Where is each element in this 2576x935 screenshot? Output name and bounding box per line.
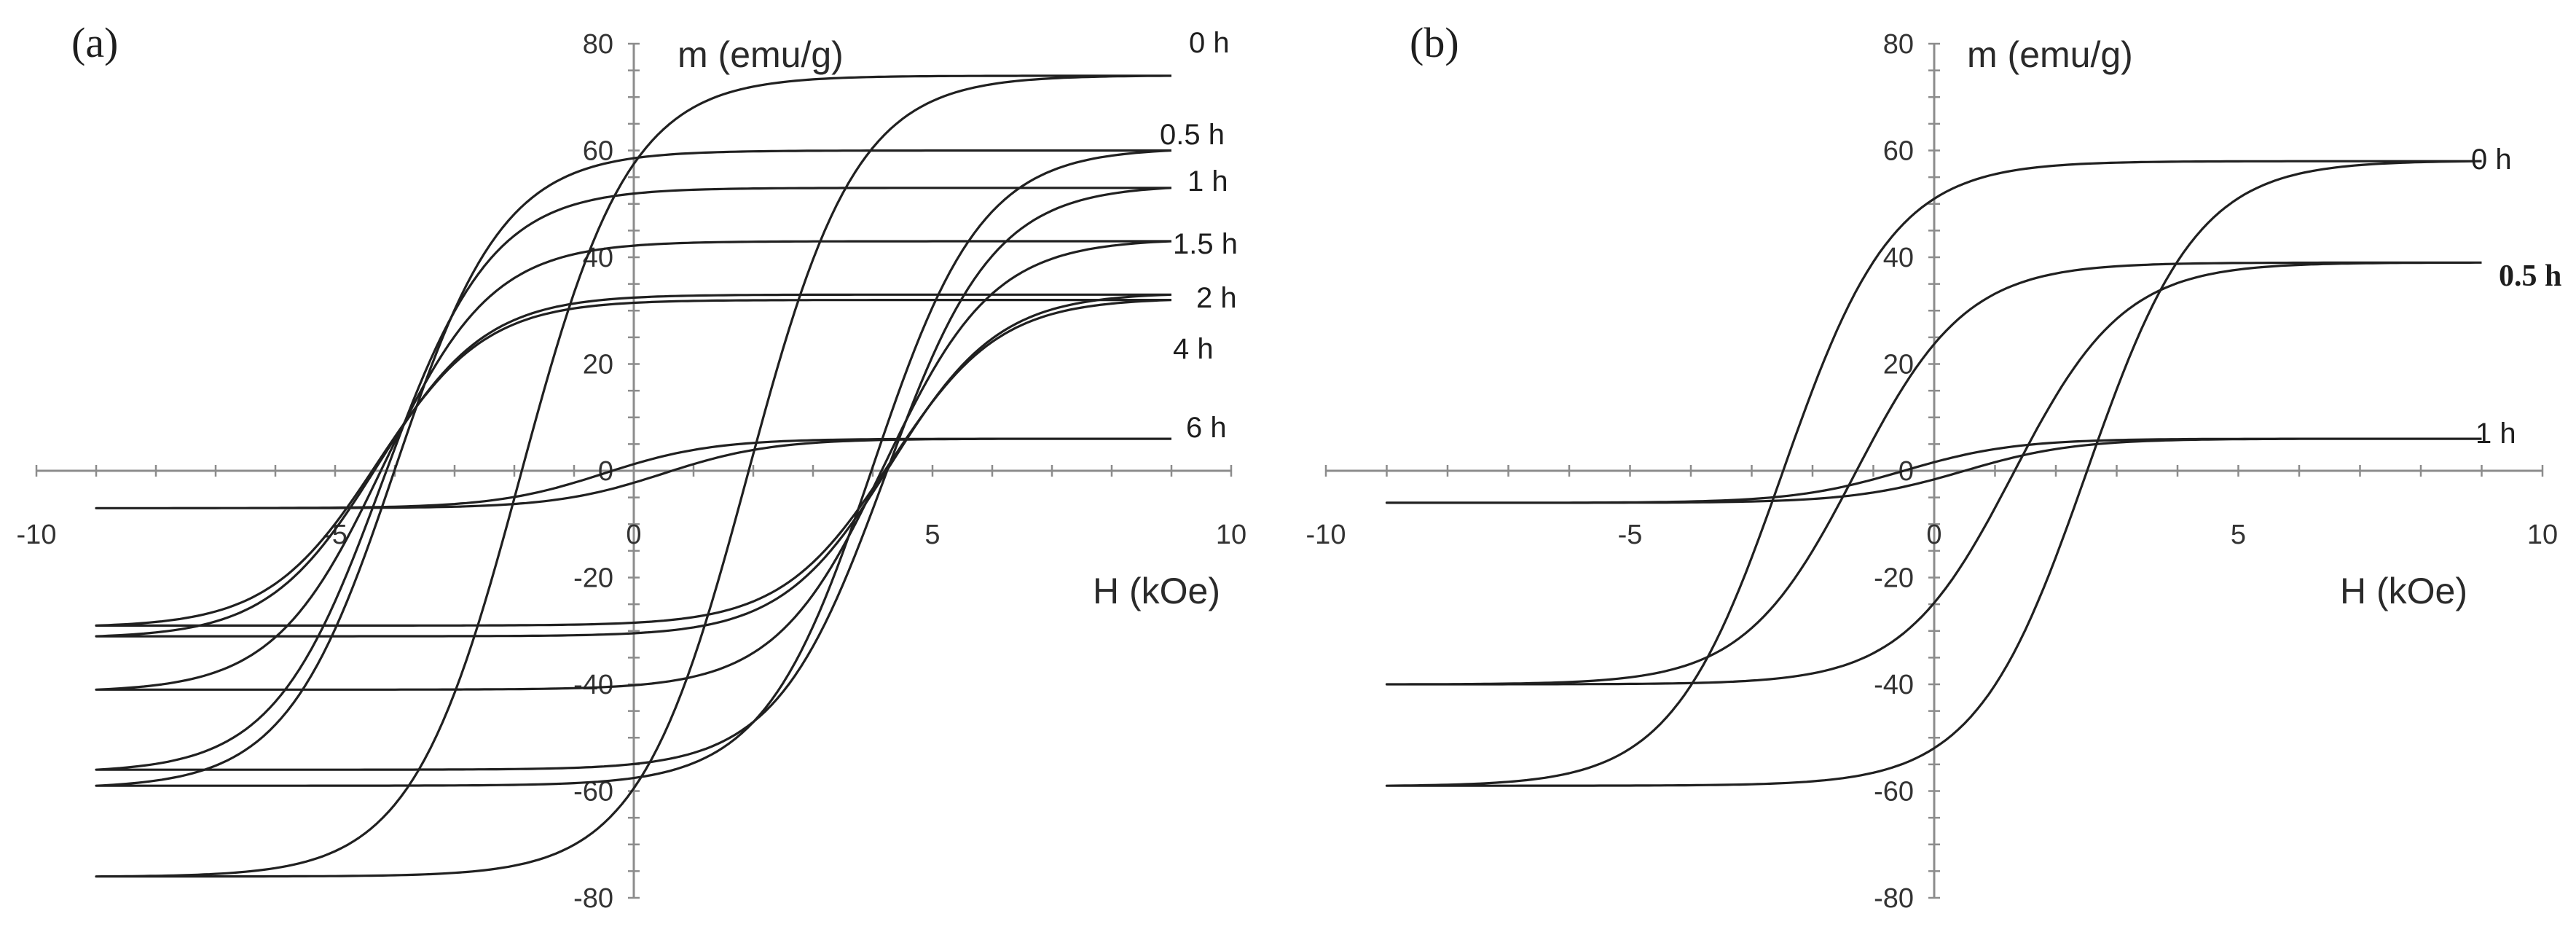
y-tick-label: -80 xyxy=(1874,883,1914,914)
panel-b-y-axis-title: m (emu/g) xyxy=(1967,34,2133,75)
series-label: 1 h xyxy=(2475,418,2516,450)
x-tick-label: 10 xyxy=(1216,520,1246,550)
series-label: 6 h xyxy=(1186,412,1227,444)
x-tick-label: -10 xyxy=(1306,520,1346,550)
y-tick-label: -60 xyxy=(1874,777,1914,807)
panel-a-y-axis-title: m (emu/g) xyxy=(678,34,844,75)
y-tick-label: 80 xyxy=(583,29,613,60)
y-tick-label: -80 xyxy=(573,883,613,914)
panel-b-x-axis-title: H (kOe) xyxy=(2340,571,2467,611)
hysteresis-loop-1h xyxy=(95,187,1172,771)
panel-a-series-labels: 0 h 0.5 h 1 h 1.5 h 2 h 4 h 6 h xyxy=(1160,27,1238,444)
y-tick-label: 20 xyxy=(1883,350,1914,380)
hysteresis-loop-0-5h xyxy=(95,149,1172,787)
hysteresis-loop-1-5h xyxy=(95,240,1172,691)
panel-b-axes: -10 -5 0 5 10 -80 -60 -40 -20 0 20 40 60 80 xyxy=(1306,29,2559,914)
x-tick-label: -5 xyxy=(1618,520,1643,550)
series-label: 1.5 h xyxy=(1173,228,1238,260)
x-tick-label: 5 xyxy=(924,520,940,550)
hysteresis-loop-0-5h xyxy=(1385,261,2482,686)
panel-b-letter: (b) xyxy=(1410,19,1459,66)
x-tick-label: -10 xyxy=(17,520,57,550)
y-tick-label: 20 xyxy=(583,350,613,380)
y-tick-label: 40 xyxy=(1883,243,1914,273)
hysteresis-loop-6h xyxy=(95,437,1171,509)
x-tick-label: 0 xyxy=(626,520,641,550)
panel-a-letter: (a) xyxy=(71,19,118,66)
hysteresis-loop-1h xyxy=(1385,437,2482,504)
y-tick-label: 0 xyxy=(598,456,613,487)
panel-a-curves xyxy=(95,74,1172,878)
panel-a-chart: (a) m (emu/g) H (kOe) -10 -5 0 5 10-80-60-40… xyxy=(17,19,1247,914)
y-tick-label: -20 xyxy=(573,563,613,594)
series-label: 0 h xyxy=(1189,27,1230,59)
y-tick-label: -20 xyxy=(1874,563,1914,594)
hysteresis-loop-0h xyxy=(95,74,1171,878)
series-label: 0.5 h xyxy=(2499,259,2561,293)
y-tick-label: 80 xyxy=(1883,29,1914,60)
y-tick-label: -40 xyxy=(1874,670,1914,700)
x-tick-label: 0 xyxy=(1926,520,1941,550)
panel-b-series-labels: 0 h 0.5 h 1 h xyxy=(2471,144,2561,450)
series-label: 0 h xyxy=(2471,144,2512,176)
series-label: 0.5 h xyxy=(1160,119,1225,151)
series-label: 4 h xyxy=(1173,333,1214,365)
y-tick-label: 60 xyxy=(1883,136,1914,167)
panel-a-x-axis-title: H (kOe) xyxy=(1093,571,1220,611)
y-tick-label: -40 xyxy=(573,670,613,700)
panel-b-curves xyxy=(1385,160,2482,787)
hysteresis-loop-4h xyxy=(95,299,1172,627)
y-tick-label: 0 xyxy=(1898,456,1914,487)
series-label: 1 h xyxy=(1187,165,1228,197)
x-tick-label: 5 xyxy=(2231,520,2246,550)
y-tick-label: 60 xyxy=(583,136,613,167)
hysteresis-loop-2h xyxy=(95,293,1172,638)
hysteresis-loop-0h xyxy=(1385,160,2482,787)
x-tick-label: 10 xyxy=(2527,520,2558,550)
series-label: 2 h xyxy=(1196,282,1237,314)
panel-b-chart: (b) m (emu/g) H (kOe) -10 -5 0 5 10 -80 -60 -40… xyxy=(1306,19,2562,914)
